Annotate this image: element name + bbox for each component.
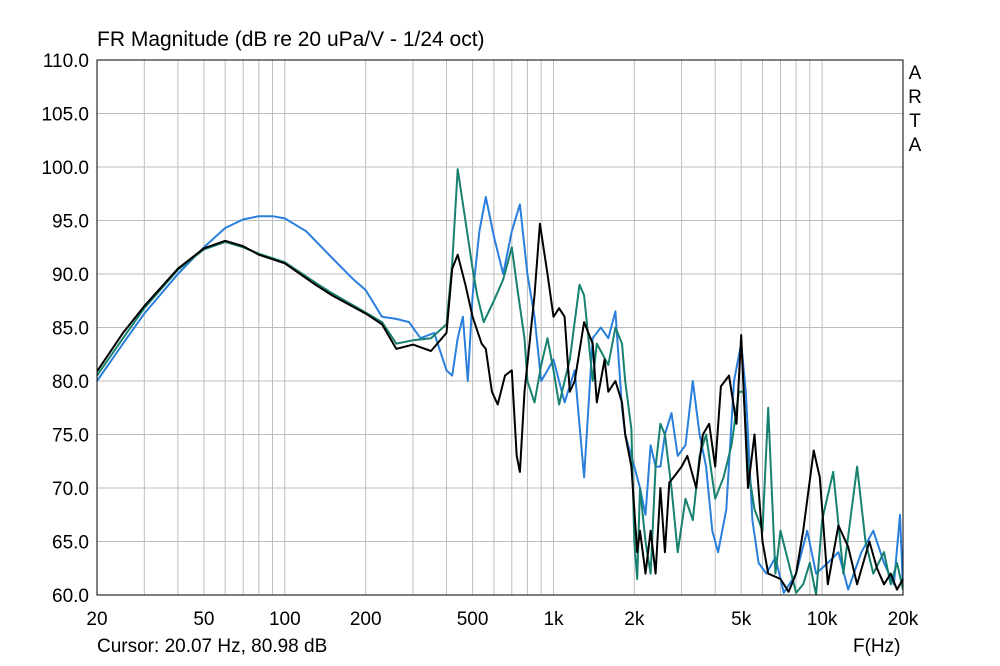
x-tick-label: 20 [86,609,107,630]
grid-lines [97,60,903,595]
chart-title: FR Magnitude (dB re 20 uPa/V - 1/24 oct) [97,28,485,51]
x-tick-label: 50 [193,609,214,630]
y-tick-label: 60.0 [52,586,89,607]
x-axis-unit-label: F(Hz) [853,636,901,657]
x-axis-ticks: 20 50 100 200 500 1k 2k 5k 10k 20k [86,609,918,630]
arta-watermark: ARTA [908,63,922,156]
y-tick-label: 85.0 [52,319,89,340]
x-tick-label: 500 [457,609,489,630]
y-tick-label: 110.0 [43,51,89,72]
x-tick-label: 10k [807,609,838,630]
x-tick-label: 2k [624,609,645,630]
x-tick-label: 1k [543,609,564,630]
x-tick-label: 100 [269,609,301,630]
y-tick-label: 65.0 [52,533,89,554]
y-tick-label: 80.0 [52,372,89,393]
y-tick-label: 75.0 [52,426,89,447]
series-line-0 [97,222,903,593]
cursor-readout: Cursor: 20.07 Hz, 80.98 dB [97,636,328,657]
plot-frame [96,59,904,596]
x-tick-label: 20k [888,609,919,630]
y-tick-label: 70.0 [52,479,89,500]
data-series-group [97,168,903,595]
y-tick-label: 100.0 [41,158,89,179]
series-line-2 [97,196,903,594]
x-tick-label: 5k [731,609,752,630]
y-tick-label: 95.0 [52,212,89,233]
series-line-1 [97,168,903,595]
x-tick-label: 200 [350,609,382,630]
y-axis-ticks: 60.0 65.0 70.0 75.0 80.0 85.0 90.0 95.0 100.0 105… [41,51,89,607]
y-tick-label: 90.0 [52,265,89,286]
y-tick-label: 105.0 [41,105,89,126]
